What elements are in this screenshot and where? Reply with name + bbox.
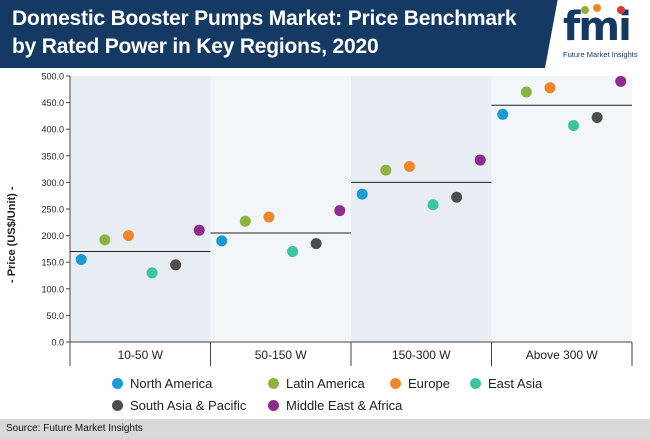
legend-marker — [268, 378, 279, 389]
x-tick-label: 50-150 W — [255, 348, 308, 362]
y-tick-label: 300.0 — [41, 178, 64, 188]
y-tick-label: 50.0 — [46, 311, 64, 321]
y-tick-label: 150.0 — [41, 258, 64, 268]
data-point — [193, 224, 205, 236]
data-point — [146, 267, 158, 279]
legend-label: East Asia — [488, 376, 543, 391]
source-text: Source: Future Market Insights — [6, 423, 143, 434]
legend-label: North America — [130, 376, 213, 391]
data-point — [544, 82, 556, 94]
x-tick-label: 10-50 W — [118, 348, 164, 362]
header-banner: Domestic Booster Pumps Market: Price Ben… — [0, 0, 650, 68]
data-point — [615, 75, 627, 87]
data-point — [122, 230, 134, 242]
y-tick-label: 0.0 — [51, 338, 64, 348]
data-point — [263, 211, 275, 223]
legend-item: South Asia & Pacific — [112, 398, 246, 413]
data-point — [75, 254, 87, 266]
category-band — [491, 76, 632, 342]
y-tick-label: 500.0 — [41, 72, 64, 82]
legend-marker — [470, 378, 481, 389]
logo-dot-icon — [593, 4, 601, 12]
legend-label: Middle East & Africa — [286, 398, 403, 413]
source-footer: Source: Future Market Insights — [0, 419, 650, 439]
data-point — [497, 108, 509, 120]
data-point — [310, 238, 322, 250]
data-point — [216, 235, 228, 247]
legend-item: Middle East & Africa — [268, 398, 402, 413]
category-band — [70, 76, 211, 342]
category-band — [210, 76, 351, 342]
y-tick-label: 400.0 — [41, 125, 64, 135]
data-point — [520, 86, 532, 98]
data-point — [591, 111, 603, 123]
x-tick-label: 150-300 W — [392, 348, 451, 362]
logo-subtitle: Future Market Insights — [563, 50, 638, 59]
legend-item: East Asia — [470, 376, 542, 391]
legend-item: Latin America — [268, 376, 365, 391]
y-axis-label: - Price (US$/Unit) - — [6, 186, 18, 283]
data-point — [287, 246, 299, 258]
data-point — [99, 234, 111, 246]
chart-area: 0.0 50.0 100.0 150.0 200.0 250.0 300.0 350.0 400… — [0, 68, 650, 418]
data-point — [170, 259, 182, 271]
legend-marker — [112, 378, 123, 389]
legend-marker — [268, 400, 279, 411]
legend-label: South Asia & Pacific — [130, 398, 247, 413]
data-point — [356, 188, 368, 200]
chart-title: Domestic Booster Pumps Market: Price Ben… — [12, 7, 517, 58]
price-benchmark-chart: 0.0 50.0 100.0 150.0 200.0 250.0 300.0 350.0 400… — [41, 72, 633, 366]
legend-item: Europe — [390, 376, 450, 391]
y-tick-label: 200.0 — [41, 231, 64, 241]
data-point — [451, 191, 463, 203]
x-tick-label: Above 300 W — [526, 348, 599, 362]
logo-dot-icon — [617, 6, 625, 14]
data-point — [239, 215, 251, 227]
data-point — [403, 160, 415, 172]
legend-marker — [390, 378, 401, 389]
data-point — [427, 199, 439, 211]
legend: North America Latin America Europe East Asi… — [0, 372, 650, 418]
data-point — [474, 154, 486, 166]
data-point — [568, 119, 580, 131]
legend-label: Latin America — [286, 376, 365, 391]
data-point — [334, 205, 346, 217]
legend-label: Europe — [408, 376, 450, 391]
category-band — [351, 76, 492, 342]
y-tick-label: 350.0 — [41, 151, 64, 161]
legend-marker — [112, 400, 123, 411]
y-tick-label: 450.0 — [41, 98, 64, 108]
data-point — [380, 164, 392, 176]
y-tick-label: 100.0 — [41, 284, 64, 294]
fmi-logo: fmi Future Market Insights — [545, 0, 650, 68]
y-tick-label: 250.0 — [41, 205, 64, 215]
legend-item: North America — [112, 376, 212, 391]
logo-dot-icon — [581, 6, 589, 14]
